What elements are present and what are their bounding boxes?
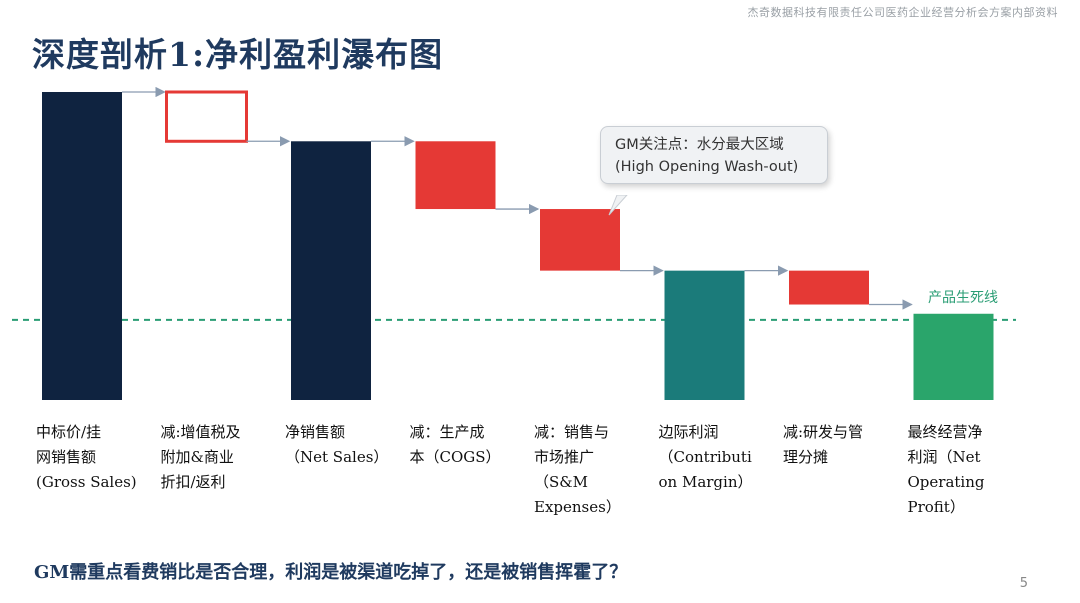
death-line-label: 产品生死线 (928, 290, 998, 306)
callout-line2: (High Opening Wash-out) (615, 159, 799, 175)
waterfall-bar-8 (913, 313, 994, 400)
category-label-6: 边际利润 （Contributi on Margin） (658, 423, 753, 491)
waterfall-bar-2 (165, 90, 248, 143)
category-label-1: 中标价/挂 网销售额 (Gross Sales) (36, 423, 137, 491)
waterfall-bar-3 (291, 141, 371, 400)
bottom-question: GM需重点看费销比是否合理，利润是被渠道吃掉了，还是被销售挥霍了？ (34, 562, 628, 583)
waterfall-bar-6 (664, 270, 745, 400)
page-number: 5 (1019, 576, 1028, 591)
waterfall-bar-4 (415, 141, 496, 210)
page-title: 深度剖析1:净利盈利瀑布图 (32, 35, 444, 74)
gm-focus-callout: GM关注点：水分最大区域 (High Opening Wash-out) (600, 126, 828, 184)
waterfall-bar-1 (42, 92, 122, 400)
category-label-3: 净销售额 （Net Sales） (285, 423, 389, 466)
category-label-7: 减:研发与管 理分摊 (783, 423, 864, 466)
category-label-4: 减：生产成 本（COGS） (409, 423, 501, 466)
header-note: 杰奇数据科技有限责任公司医药企业经营分析会方案内部资料 (747, 6, 1058, 19)
category-label-2: 减:增值税及 附加&商业 折扣/返利 (160, 423, 241, 491)
callout-pointer (608, 195, 628, 216)
waterfall-bar-5 (540, 209, 620, 271)
category-label-8: 最终经营净 利润（Net Operating Profit） (907, 423, 985, 516)
callout-line1: GM关注点：水分最大区域 (615, 137, 784, 153)
waterfall-bar-7 (789, 270, 869, 305)
category-label-5: 减：销售与 市场推广 （S&M Expenses） (534, 423, 621, 516)
